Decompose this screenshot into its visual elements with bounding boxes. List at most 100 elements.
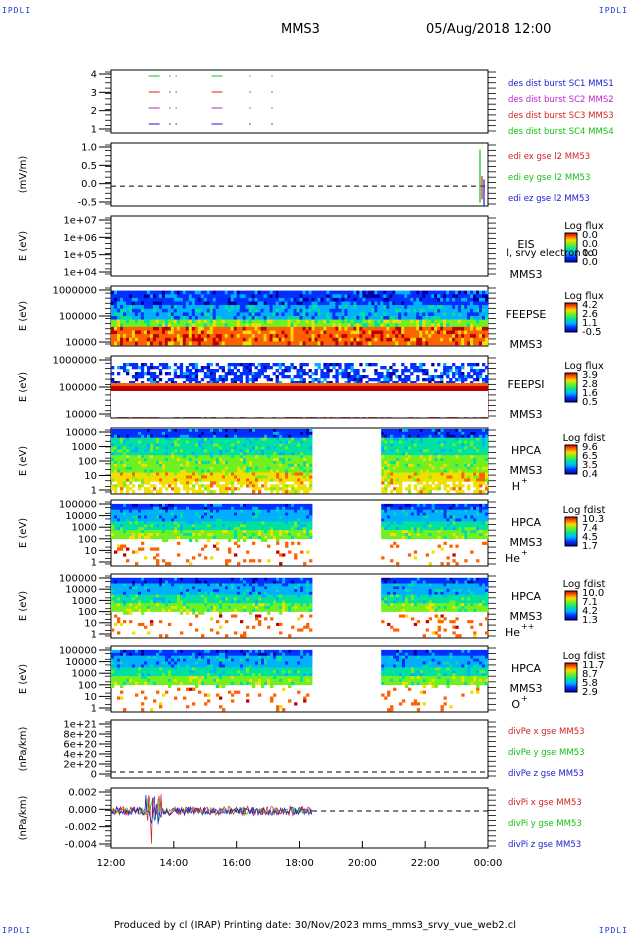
spectrogram-cell	[365, 302, 368, 306]
spectrogram-cell	[246, 481, 249, 484]
spectrogram-cell	[347, 298, 350, 302]
spectrogram-cell	[225, 291, 228, 295]
spectrogram-cell	[276, 294, 279, 298]
spectrogram-cell	[303, 473, 306, 476]
spectrogram-cell	[186, 467, 189, 470]
spectrogram-cell	[315, 338, 318, 342]
spectrogram-cell	[213, 479, 216, 482]
spectrogram-cell	[234, 366, 237, 369]
spectrogram-cell	[189, 375, 192, 378]
spectrogram-cell	[467, 320, 470, 324]
spectrogram-cell	[291, 490, 294, 493]
spectrogram-cell	[419, 298, 422, 302]
spectrogram-cell	[389, 334, 392, 338]
spectrogram-cell	[395, 341, 398, 345]
spectrogram-cell	[186, 473, 189, 476]
spectrogram-cell	[270, 447, 273, 450]
spectrogram-cell	[150, 455, 153, 458]
spectrogram-cell	[258, 458, 261, 461]
spectrogram-cell	[285, 429, 288, 432]
spectrogram-cell	[297, 309, 300, 313]
spectrogram-cell	[156, 302, 159, 306]
spectrogram-cell	[332, 341, 335, 345]
spectrogram-cell	[111, 458, 114, 461]
spectrogram-cell	[264, 473, 267, 476]
spectrogram-cell	[362, 302, 365, 306]
spectrogram-cell	[434, 302, 437, 306]
spectrogram-cell	[132, 490, 135, 493]
spectrogram-cell	[470, 369, 473, 372]
spectrogram-cell	[440, 305, 443, 309]
spectrogram-cell	[294, 432, 297, 435]
spectrogram-cell	[264, 458, 267, 461]
spectrogram-cell	[132, 441, 135, 444]
spectrogram-cell	[258, 476, 261, 479]
spectrogram-cell	[473, 305, 476, 309]
spectrogram-cell	[255, 479, 258, 482]
spectrogram-cell	[273, 341, 276, 345]
y-tick-label: 1000000	[52, 286, 97, 297]
spectrogram-cell	[365, 298, 368, 302]
spectrogram-cell	[413, 338, 416, 342]
spectrogram-cell	[341, 305, 344, 309]
spectrogram-cell	[323, 320, 326, 324]
minor-tick-group-1	[105, 72, 496, 131]
spectrogram-cell	[374, 334, 377, 338]
spectrogram-cell	[168, 458, 171, 461]
spectrogram-cell	[356, 294, 359, 298]
spectrogram-cell	[437, 294, 440, 298]
spectrogram-cell	[213, 464, 216, 467]
spectrogram-cell	[452, 441, 455, 444]
spectrogram-cell	[183, 473, 186, 476]
spectrogram-cell	[189, 432, 192, 435]
spectrogram-cell	[416, 298, 419, 302]
spectrogram-cell	[461, 302, 464, 306]
spectrogram-cell	[377, 294, 380, 298]
spectrogram-cell	[276, 320, 279, 324]
spectrogram-cell	[476, 369, 479, 372]
spectrogram-cell	[156, 338, 159, 342]
spectrogram-cell	[234, 334, 237, 338]
spectrogram-cell	[219, 366, 222, 369]
spectrogram-cell	[132, 461, 135, 464]
spectrogram-cell	[300, 341, 303, 345]
spectrogram-cell	[273, 452, 276, 455]
spectrogram-cell	[186, 438, 189, 441]
spectrogram-cell	[309, 449, 312, 452]
spectrogram-cell	[312, 309, 315, 313]
spectrogram-cell	[204, 375, 207, 378]
spectrogram-cell	[171, 305, 174, 309]
spectrogram-cell	[335, 305, 338, 309]
spectrogram-cell	[479, 294, 482, 298]
spectrogram-cell	[147, 447, 150, 450]
spectrogram-cell	[267, 455, 270, 458]
spectrogram-cell	[258, 375, 261, 378]
spectrogram-cell	[285, 476, 288, 479]
spectrogram-cell	[428, 323, 431, 327]
spectrogram-cell	[240, 470, 243, 473]
spectrogram-cell	[270, 302, 273, 306]
spectrogram-cell	[129, 298, 132, 302]
spectrogram-cell	[276, 458, 279, 461]
spectrogram-cell	[183, 467, 186, 470]
spectrogram-cell	[300, 372, 303, 375]
spectrogram-cell	[159, 438, 162, 441]
spectrogram-cell	[186, 294, 189, 298]
spectrogram-cell	[213, 298, 216, 302]
spectrogram-cell	[443, 312, 446, 316]
spectrogram-cell	[416, 320, 419, 324]
spectrogram-cell	[458, 432, 461, 435]
spectrogram-cell	[225, 316, 228, 320]
spectrogram-cell	[162, 312, 165, 316]
spectrogram-cell	[222, 487, 225, 490]
spectrogram-cell	[485, 341, 488, 345]
spectrogram-cell	[213, 435, 216, 438]
spectrogram-cell	[165, 441, 168, 444]
spectrogram-cell	[213, 458, 216, 461]
spectrogram-cell	[198, 479, 201, 482]
spectrogram-cell	[126, 438, 129, 441]
spectrogram-cell	[396, 438, 399, 441]
spectrogram-cell	[216, 435, 219, 438]
spectrogram-cell	[147, 291, 150, 295]
spectrogram-cell	[332, 294, 335, 298]
